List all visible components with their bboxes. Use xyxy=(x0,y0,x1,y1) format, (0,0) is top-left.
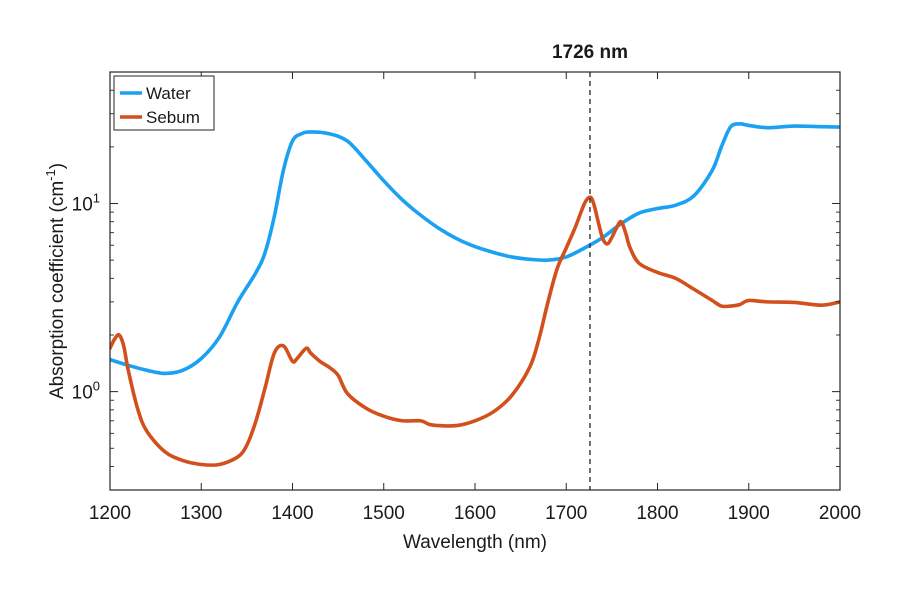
axis-labels: Wavelength (nm) Absorption coefficient (c… xyxy=(43,163,547,553)
x-tick-label: 1500 xyxy=(363,503,405,524)
legend-label-water: Water xyxy=(146,84,191,103)
annotation-layer: 1726 nm xyxy=(552,42,628,490)
series-line-water xyxy=(110,122,840,376)
x-tick-label: 1800 xyxy=(636,503,678,524)
y-axis-label: Absorption coefficient (cm-1) xyxy=(43,163,68,399)
series-line-sebum xyxy=(110,195,840,468)
plot-background xyxy=(110,72,840,490)
series-layer xyxy=(110,122,840,468)
x-tick-label: 1300 xyxy=(180,503,222,524)
x-tick-label: 2000 xyxy=(819,503,861,524)
legend-label-sebum: Sebum xyxy=(146,108,200,127)
x-tick-label: 1200 xyxy=(89,503,131,524)
axes-layer: 1200 1300 1400 1500 1600 1700 1800 1900 2000 100 1… xyxy=(72,71,861,524)
x-axis-label: Wavelength (nm) xyxy=(403,532,547,553)
legend-box xyxy=(113,75,215,131)
annotation-label: 1726 nm xyxy=(552,42,628,63)
x-tick-label: 1400 xyxy=(271,503,313,524)
y-tick-label: 100 xyxy=(72,379,100,404)
x-tick-label: 1600 xyxy=(454,503,496,524)
x-tick-label: 1900 xyxy=(728,503,770,524)
legend: Water Sebum xyxy=(113,75,215,131)
y-tick-label: 101 xyxy=(72,190,100,215)
plot-area xyxy=(110,72,840,490)
x-tick-label: 1700 xyxy=(545,503,587,524)
